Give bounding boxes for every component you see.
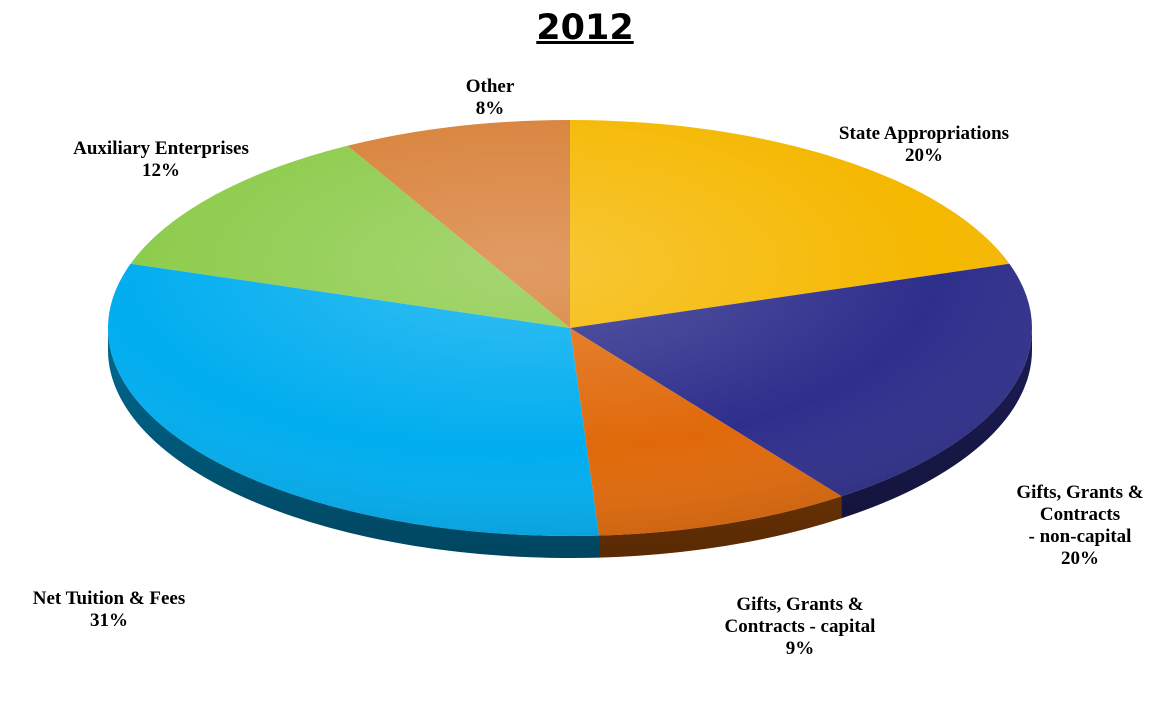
slice-label: Net Tuition & Fees 31% [33, 588, 186, 631]
slice-label: Gifts, Grants & Contracts - non-capital 20% [1016, 482, 1143, 569]
slice-label: State Appropriations 20% [839, 123, 1009, 166]
slice-label: Auxiliary Enterprises 12% [73, 138, 249, 181]
pie-highlight [108, 120, 1032, 536]
slice-label: Other 8% [466, 76, 515, 119]
slice-label: Gifts, Grants & Contracts - capital 9% [725, 594, 876, 659]
